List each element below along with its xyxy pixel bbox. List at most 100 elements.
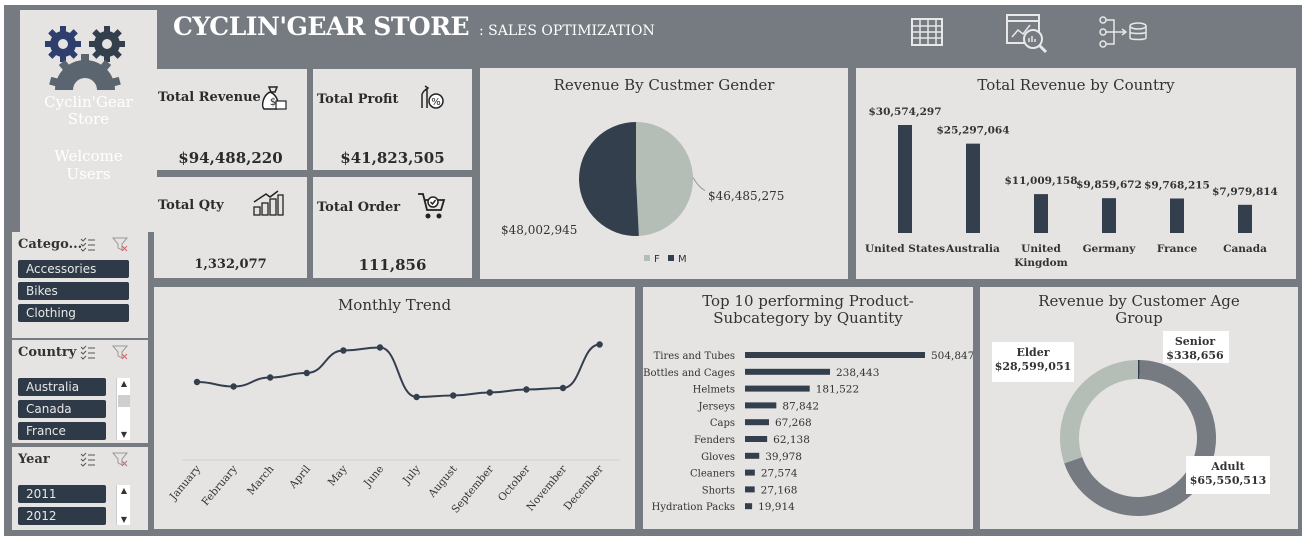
tick-label: June — [361, 463, 386, 490]
legend-swatch — [668, 255, 674, 261]
dashboard-title: CYCLIN'GEAR STORE — [173, 12, 470, 41]
data-label: 27,574 — [761, 468, 798, 480]
tick-label: United — [1021, 243, 1061, 255]
slicer-item-clothing[interactable]: Clothing — [18, 304, 129, 322]
data-label: 19,914 — [758, 501, 795, 513]
legend-swatch — [644, 255, 650, 261]
tick-label: April — [287, 463, 314, 492]
scroll-up-icon[interactable]: ▲ — [120, 379, 128, 388]
bar — [745, 352, 925, 358]
data-label: 39,978 — [765, 451, 802, 463]
data-point — [267, 374, 274, 381]
category-label: Tires and Tubes — [654, 351, 735, 362]
bar — [745, 486, 755, 493]
data-label: 67,268 — [775, 417, 812, 429]
callout-value: $28,599,051 — [995, 360, 1072, 373]
slicer-item-australia[interactable]: Australia — [18, 378, 106, 396]
age-group-donut-chart: Senior$338,656 Adult$65,550,513 Elder$28,5… — [992, 331, 1270, 516]
slicer-item-bikes[interactable]: Bikes — [18, 282, 129, 300]
tick-label: Australia — [945, 243, 1000, 255]
data-point — [450, 392, 457, 399]
bar — [1102, 198, 1116, 233]
bar-chart-growth-icon — [253, 190, 284, 216]
slicer-item-2012[interactable]: 2012 — [18, 507, 106, 525]
data-label-f: $46,485,275 — [708, 189, 784, 203]
slicer-item-accessories[interactable]: Accessories — [18, 260, 129, 278]
tick-label: Kingdom — [1014, 257, 1068, 269]
data-label-m: $48,002,945 — [501, 223, 577, 237]
bar — [745, 452, 760, 459]
bar — [745, 503, 753, 510]
data-point — [413, 393, 420, 401]
tick-label: France — [1157, 243, 1198, 255]
database-flow-icon[interactable] — [1094, 16, 1150, 50]
kpi-label: Total Qty — [158, 198, 224, 213]
callout-value: $65,550,513 — [1190, 474, 1267, 487]
slicer-item-france[interactable]: France — [18, 422, 106, 440]
data-label: $9,859,672 — [1076, 179, 1142, 191]
data-label: 238,443 — [836, 367, 879, 379]
report-search-icon[interactable] — [1005, 13, 1049, 55]
gears-logo-icon — [45, 26, 125, 90]
data-point — [559, 384, 567, 392]
callout-box — [1186, 456, 1270, 494]
data-point — [340, 347, 347, 354]
clear-filter-icon[interactable] — [112, 236, 128, 252]
multi-select-icon[interactable] — [80, 344, 96, 360]
data-label: 62,138 — [773, 434, 810, 446]
table-icon[interactable] — [910, 16, 944, 48]
data-label: 27,168 — [761, 484, 798, 496]
trend-line — [196, 343, 600, 399]
brand-name-line2: Store — [67, 110, 110, 128]
scroll-down-icon[interactable]: ▼ — [120, 430, 128, 439]
data-label: $25,297,064 — [936, 125, 1009, 137]
gender-pie-chart: $46,485,275 $48,002,945 F M — [501, 122, 784, 265]
multi-select-icon[interactable] — [80, 236, 96, 252]
svg-text:$: $ — [270, 97, 276, 108]
callout-category: Senior — [1175, 335, 1215, 348]
year-scrollbar[interactable]: ▲ ▼ — [116, 485, 130, 525]
clear-filter-icon[interactable] — [112, 344, 128, 360]
tick-label: May — [326, 463, 350, 488]
callout-value: $338,656 — [1166, 349, 1224, 362]
scroll-thumb[interactable] — [118, 395, 130, 407]
top-subcategory-chart: Tires and Tubes 504,847 Bottles and Cages 2… — [643, 350, 973, 513]
scroll-up-icon[interactable]: ▲ — [120, 486, 128, 495]
bar — [966, 143, 980, 233]
bar — [1034, 194, 1048, 233]
donut-slice-elder — [1060, 360, 1138, 464]
sidebar: Cyclin'Gear Store Welcome Users Catego..… — [9, 10, 157, 530]
slicer-item-2011[interactable]: 2011 — [18, 485, 106, 503]
tick-label: August — [426, 463, 460, 501]
multi-select-icon[interactable] — [80, 451, 96, 467]
country-scrollbar[interactable]: ▲ ▼ — [116, 378, 130, 440]
kpi-total-revenue: Total Revenue $ $94,488,220 — [154, 69, 307, 170]
gender-pie-card: Revenue By Custmer Gender $46,485,275 $48… — [480, 68, 848, 279]
country-slicer: Country Australia Canada France ▲ ▼ — [12, 340, 148, 443]
tick-label: Canada — [1223, 243, 1267, 255]
chart-title: Top 10 performing Product-Subcategory by… — [702, 292, 914, 327]
slicer-item-canada[interactable]: Canada — [18, 400, 106, 418]
data-point — [303, 369, 310, 377]
bar — [745, 436, 768, 442]
kpi-total-qty: Total Qty 1,332,077 — [154, 177, 307, 278]
legend-label: M — [678, 254, 687, 265]
clear-filter-icon[interactable] — [112, 451, 128, 467]
callout-category: Elder — [1016, 346, 1049, 359]
tick-label: March — [245, 463, 277, 497]
data-label: 504,847 — [931, 350, 973, 362]
data-point — [486, 389, 493, 396]
data-label: $7,979,814 — [1212, 186, 1278, 198]
monthly-trend-card: Monthly Trend January February March April M… — [154, 287, 635, 529]
slicer-header: Country — [12, 340, 148, 364]
callout-box — [992, 342, 1074, 382]
tick-label: Germany — [1083, 243, 1137, 255]
bar — [745, 469, 755, 476]
tick-label: July — [400, 463, 423, 487]
brand-name-line1: Cyclin'Gear — [44, 93, 133, 111]
tick-label: December — [562, 462, 607, 512]
scroll-down-icon[interactable]: ▼ — [120, 515, 128, 524]
bar — [745, 368, 831, 375]
country-bar-chart: $30,574,297 United States $25,297,064 Austr… — [865, 106, 1278, 269]
